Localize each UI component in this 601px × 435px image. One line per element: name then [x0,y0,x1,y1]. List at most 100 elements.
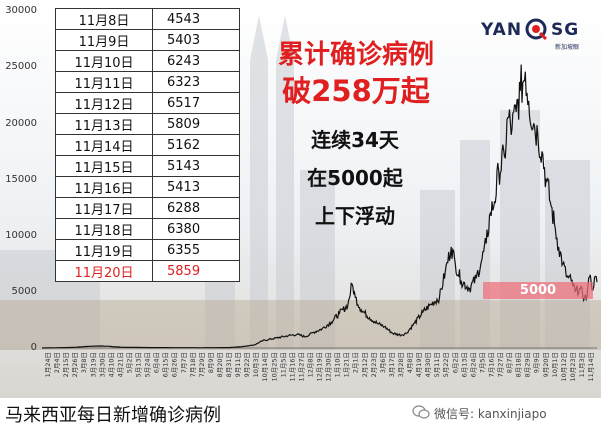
x-tick-label: 3月6日 [379,352,387,373]
table-date-cell: 11月11日 [55,71,153,93]
x-tick-label: 12月19日 [316,352,324,382]
x-tick-label: 4月10日 [107,352,115,377]
x-tick-label: 2月23日 [370,352,378,377]
x-tick-label: 2月15日 [62,352,70,377]
daily-cases-table: 11月8日 4543 11月9日 5403 11月10日 6243 11月11日 6323 11… [55,8,240,282]
y-tick-label: 15000 [5,174,37,185]
x-tick-label: 5月11日 [433,352,441,377]
x-tick-label: 6月26日 [171,352,179,377]
table-value-cell: 6355 [152,239,240,261]
x-tick-label: 3月8日 [80,352,88,373]
x-tick-label: 11月27日 [297,352,305,382]
x-tick-label: 7月27日 [497,352,505,377]
table-value-cell: 6323 [152,71,240,93]
x-tick-label: 4月19日 [415,352,423,377]
y-tick-label: 0 [30,342,37,353]
x-tick-label: 10月25日 [270,352,278,382]
table-row: 11月19日 6355 [55,239,240,261]
x-tick-label: 3月30日 [98,352,106,377]
table-value-cell: 6288 [152,197,240,219]
x-tick-label: 10月23日 [569,352,577,382]
x-tick-label: 5月24日 [144,352,152,377]
x-tick-label: 8月18日 [515,352,523,377]
x-tick-label: 8月29日 [524,352,532,377]
x-tick-label: 4月21日 [116,352,124,377]
table-value-cell: 6517 [152,92,240,114]
x-tick-label: 3月28日 [397,352,405,377]
table-date-cell: 11月20日 [55,260,153,282]
x-tick-label: 5月22日 [442,352,450,377]
x-tick-label: 11月14日 [587,352,595,382]
subheadline-line-3: 上下浮动 [315,204,395,228]
table-value-cell: 6380 [152,218,240,240]
y-tick-label: 10000 [5,230,37,241]
x-tick-label: 3月17日 [388,352,396,377]
x-tick-label: 8月9日 [207,352,215,373]
x-tick-label: 8月7日 [506,352,514,373]
logo-text-left: YAN [481,20,523,40]
table-row: 11月8日 4543 [55,8,240,30]
chart-panel: 30000 25000 20000 15000 10000 5000 0 11月… [0,0,601,398]
x-tick-label: 6月4日 [153,352,161,373]
x-tick-label: 4月8日 [406,352,414,373]
x-tick-label: 10月14日 [261,352,269,382]
x-tick-label: 10月1日 [551,352,559,377]
x-tick-label: 9月20日 [542,352,550,377]
wechat-icon [412,405,430,419]
x-tick-label: 9月9日 [533,352,541,373]
x-tick-label: 10月12日 [560,352,568,382]
x-tick-label: 11月3日 [578,352,586,377]
table-date-cell: 11月10日 [55,50,153,72]
x-tick-label: 4月30日 [424,352,432,377]
x-tick-label: 11月5日 [279,352,287,377]
x-tick-label: 2月4日 [53,352,61,373]
table-date-cell: 11月9日 [55,29,153,51]
subheadline-line-2: 在5000起 [307,166,403,190]
table-value-cell: 5403 [152,29,240,51]
table-date-cell: 11月8日 [55,8,153,30]
y-tick-label: 25000 [5,61,37,72]
reference-5000-badge: 5000 [483,282,593,299]
table-row: 11月10日 6243 [55,50,240,72]
x-tick-label: 1月24日 [44,352,52,377]
table-date-cell: 11月16日 [55,176,153,198]
wechat-watermark: 微信号: kanxinjiapo [434,407,547,421]
logo-subtext: 新加坡眼 [555,44,580,51]
chart-caption: 马来西亚每日新增确诊病例 [5,405,221,426]
subheadline-line-1: 连续34天 [311,128,399,152]
table-date-cell: 11月12日 [55,92,153,114]
table-date-cell: 11月14日 [55,134,153,156]
headline-line-2: 破258万起 [282,74,430,108]
x-tick-label: 3月19日 [89,352,97,377]
x-tick-label: 2月26日 [71,352,79,377]
table-date-cell: 11月18日 [55,218,153,240]
y-tick-label: 5000 [11,286,37,297]
y-tick-label: 20000 [5,118,37,129]
x-tick-label: 9月22日 [243,352,251,377]
headline-line-1: 累计确诊病例 [277,40,434,70]
table-row: 11月20日 5859 [55,260,240,282]
x-tick-label: 8月31日 [225,352,233,377]
x-tick-label: 6月24日 [469,352,477,377]
x-tick-label: 5月13日 [135,352,143,377]
daily-cases-series-line [42,64,598,349]
table-row: 11月17日 6288 [55,197,240,219]
logo-q-mark-icon [525,18,547,40]
table-row: 11月16日 5413 [55,176,240,198]
line-plot [42,64,598,349]
city-skyline-background [0,0,601,398]
table-row: 11月18日 6380 [55,218,240,240]
x-tick-label: 10月3日 [252,352,260,377]
x-tick-label: 2月12日 [361,352,369,377]
x-tick-label: 7月29日 [198,352,206,377]
x-tick-label: 9月11日 [234,352,242,377]
x-tick-label: 8月20日 [216,352,224,377]
x-tick-label: 7月16日 [487,352,495,377]
x-tick-label: 1月21日 [343,352,351,377]
table-row: 11月12日 6517 [55,92,240,114]
x-tick-label: 7月5日 [478,352,486,373]
table-date-cell: 11月17日 [55,197,153,219]
x-tick-label: 12月30日 [325,352,333,382]
table-row: 11月14日 5162 [55,134,240,156]
